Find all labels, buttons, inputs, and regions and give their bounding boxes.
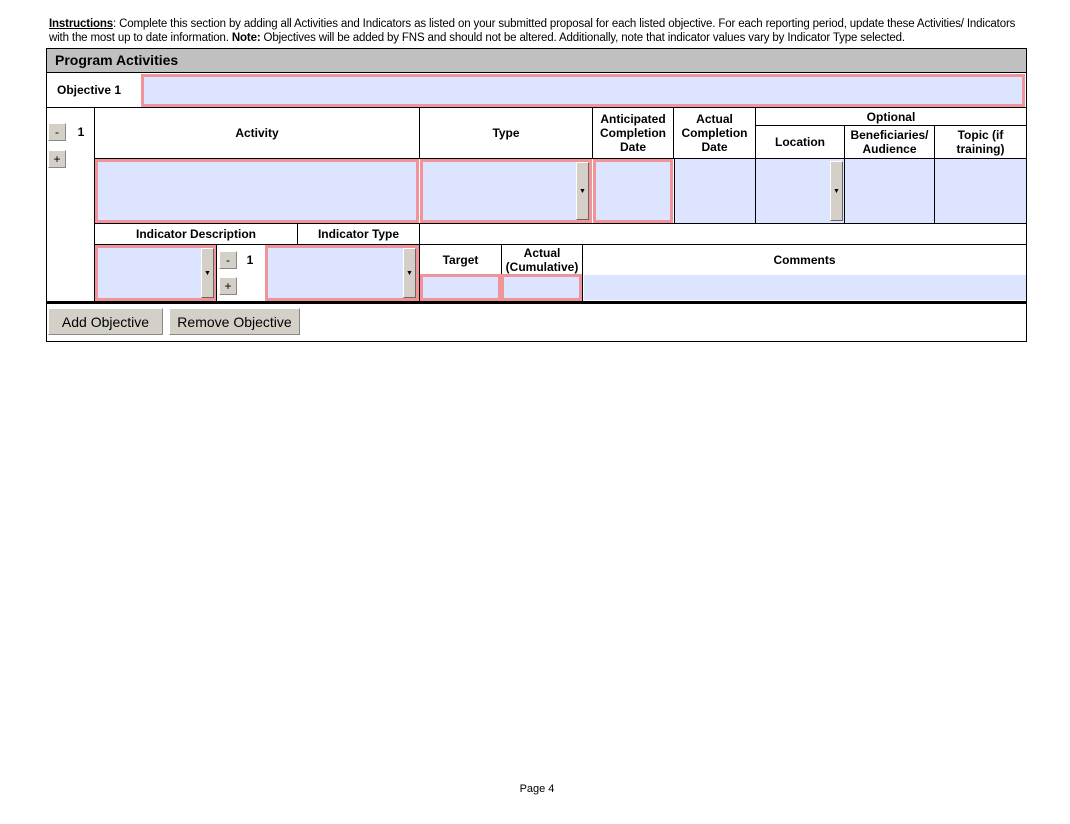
divider: [501, 244, 502, 301]
activity-input[interactable]: [95, 159, 419, 223]
header-actual: Actual Completion Date: [681, 112, 748, 154]
objective-input[interactable]: [141, 74, 1025, 107]
divider: [673, 107, 674, 158]
add-objective-button[interactable]: Add Objective: [48, 308, 163, 335]
header-activity: Activity: [235, 126, 279, 140]
location-select[interactable]: ▼: [755, 159, 844, 223]
actual-date-input[interactable]: [674, 159, 755, 223]
divider: [934, 125, 935, 158]
indicator-type-select[interactable]: ▼: [265, 245, 419, 301]
divider: [755, 107, 756, 158]
instructions-label: Instructions: [49, 18, 114, 30]
chevron-down-icon[interactable]: ▼: [403, 248, 416, 298]
comments-input[interactable]: [584, 275, 1026, 300]
indicator-number: 1: [246, 253, 254, 267]
indicator-description-select[interactable]: ▼: [95, 245, 217, 301]
topic-input[interactable]: [934, 159, 1026, 223]
type-select[interactable]: ▼: [420, 159, 592, 223]
divider: [582, 244, 583, 301]
frame-bottom: [46, 341, 1027, 342]
divider: [94, 158, 1026, 159]
divider: [297, 223, 298, 244]
header-target: Target: [442, 253, 479, 267]
divider: [46, 107, 1027, 108]
chevron-down-icon[interactable]: ▼: [830, 161, 843, 221]
note-label: Note:: [231, 32, 261, 44]
remove-objective-button[interactable]: Remove Objective: [169, 308, 300, 335]
activity-number: 1: [77, 125, 85, 139]
divider: [94, 107, 95, 301]
divider: [94, 244, 1026, 245]
header-indicator-type: Indicator Type: [317, 227, 400, 241]
objective-label: Objective 1: [57, 83, 122, 97]
chevron-down-icon[interactable]: ▼: [201, 248, 214, 298]
instructions: Instructions: Complete this section by a…: [49, 17, 1019, 45]
divider: [844, 125, 845, 158]
divider: [592, 107, 593, 158]
header-optional: Optional: [866, 109, 916, 124]
remove-activity-button[interactable]: -: [48, 123, 66, 141]
remove-indicator-button[interactable]: -: [219, 251, 237, 269]
actual-cumulative-input[interactable]: [501, 274, 582, 301]
section-title: Program Activities: [46, 48, 1027, 73]
header-topic: Topic (if training): [956, 128, 1005, 156]
add-indicator-button[interactable]: +: [219, 277, 237, 295]
header-indicator-description: Indicator Description: [135, 227, 257, 241]
instructions-text-2: Objectives will be added by FNS and shou…: [260, 32, 906, 44]
add-activity-button[interactable]: +: [48, 150, 66, 168]
beneficiaries-input[interactable]: [844, 159, 934, 223]
target-input[interactable]: [420, 274, 501, 301]
header-actual-cumulative: Actual (Cumulative): [505, 246, 579, 274]
divider: [419, 107, 420, 158]
divider: [755, 125, 1026, 126]
divider: [216, 244, 217, 301]
instructions-text: : Complete this section by adding all Ac…: [49, 18, 1016, 44]
header-location: Location: [775, 135, 825, 149]
frame-left: [46, 72, 47, 342]
frame-right: [1026, 72, 1027, 342]
header-anticipated: Anticipated Completion Date: [600, 112, 666, 154]
page-number: Page 4: [519, 783, 555, 795]
divider: [419, 223, 420, 301]
thick-divider: [46, 301, 1027, 304]
header-beneficiaries: Beneficiaries/ Audience: [850, 128, 929, 156]
chevron-down-icon[interactable]: ▼: [576, 162, 589, 220]
divider: [94, 223, 1026, 224]
anticipated-date-input[interactable]: [593, 159, 673, 223]
header-type: Type: [492, 126, 520, 140]
header-comments: Comments: [773, 253, 836, 267]
